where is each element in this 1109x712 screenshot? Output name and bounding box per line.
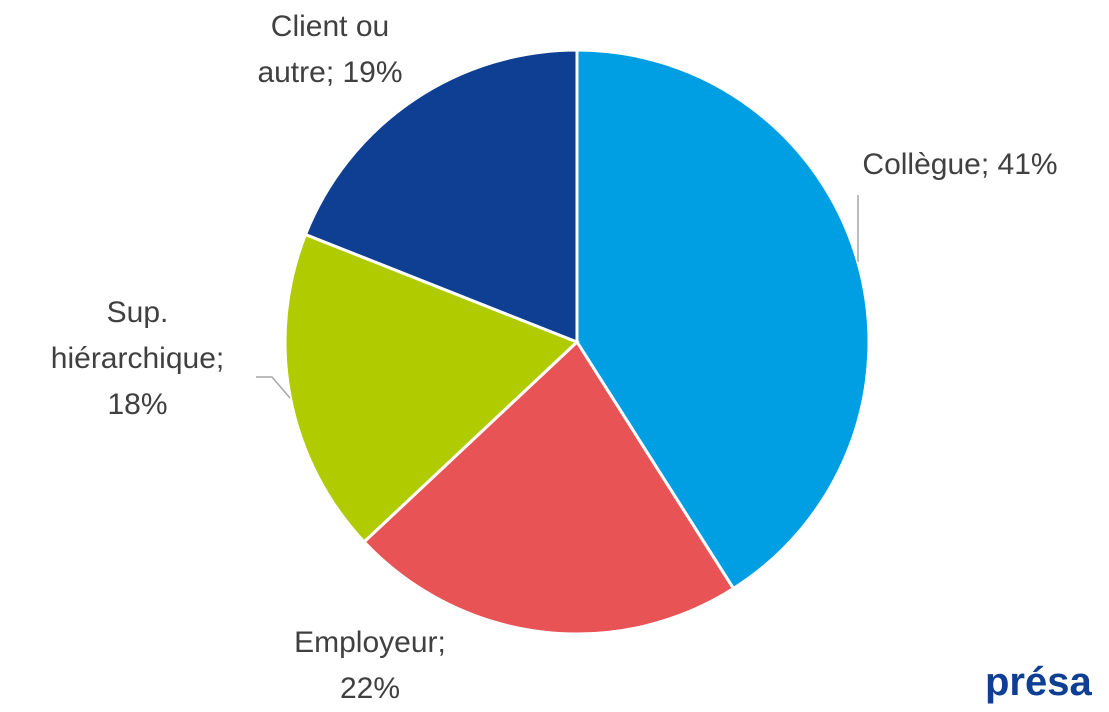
logo: présa [985,660,1092,704]
data-label: Collègue; 41% [830,142,1090,188]
category-label: Collègue; [862,148,990,181]
data-label: Employeur; 22% [265,620,475,712]
category-label: Sup. hiérarchique; [50,296,225,375]
data-label: Client ou autre; 19% [230,4,430,96]
data-label: Sup. hiérarchique; 18% [35,290,240,428]
category-label: Employeur; [294,626,446,659]
value-label: 18% [107,388,168,421]
chart [256,48,871,636]
pie-slice [362,339,736,636]
value-label: 19% [342,56,403,89]
value-label: 22% [339,672,401,705]
pie-slice [283,232,580,545]
pie-slice [303,48,579,345]
value-label: 41% [997,148,1058,181]
leader-line [256,376,291,399]
page: {"chart_data": {"type": "pie", "categori… [35,4,1092,705]
category-label: Client ou autre; [257,10,390,89]
